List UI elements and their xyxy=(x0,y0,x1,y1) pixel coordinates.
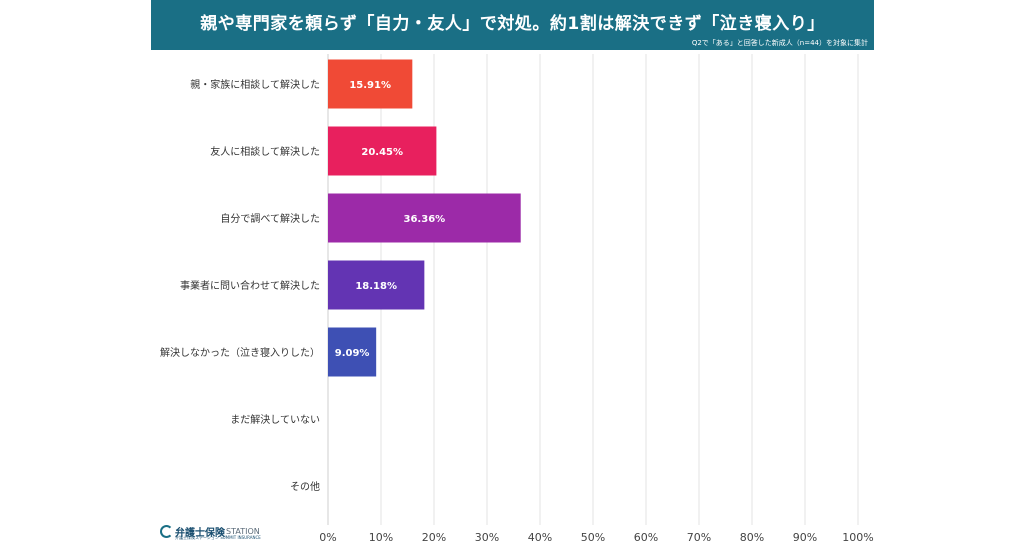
x-tick-label: 40% xyxy=(528,531,552,544)
category-label: まだ解決していない xyxy=(230,413,320,426)
x-tick-label: 50% xyxy=(581,531,605,544)
bar xyxy=(328,126,437,176)
x-tick-label: 80% xyxy=(740,531,764,544)
x-tick-label: 0% xyxy=(319,531,336,544)
x-tick-label: 30% xyxy=(475,531,499,544)
chart-title: 親や専門家を頼らず「自力・友人」で対処。約1割は解決できず「泣き寝入り」 xyxy=(200,14,825,34)
x-tick-label: 100% xyxy=(842,531,873,544)
bar xyxy=(328,260,425,310)
category-label: その他 xyxy=(290,480,320,493)
bar xyxy=(328,59,413,109)
category-label: 友人に相談して解決した xyxy=(210,145,320,158)
bar-value-label: 15.91% xyxy=(349,80,391,91)
category-label: 自分で調べて解決した xyxy=(220,212,320,225)
bar-value-label: 9.09% xyxy=(335,348,370,359)
category-label: 解決しなかった（泣き寝入りした） xyxy=(160,346,320,359)
logo-subtext: 弁護士保険ステーション SUMMIT INSURANCE xyxy=(175,535,261,540)
x-tick-label: 90% xyxy=(793,531,817,544)
bar xyxy=(328,327,377,377)
category-label: 事業者に問い合わせて解決した xyxy=(180,279,320,292)
sample-note: Q2で「ある」と回答した新成人（n=44）を対象に集計 xyxy=(691,39,868,47)
brand-logo: 弁護士保険 STATION 弁護士保険ステーション SUMMIT INSURAN… xyxy=(160,521,261,541)
logo-name: 弁護士保険 xyxy=(175,527,225,539)
category-label: 親・家族に相談して解決した xyxy=(190,78,320,91)
x-tick-label: 20% xyxy=(422,531,446,544)
logo-suffix: STATION xyxy=(226,526,260,536)
x-tick-label: 10% xyxy=(369,531,393,544)
bar-value-label: 18.18% xyxy=(355,281,397,292)
bar xyxy=(328,193,521,243)
bar-value-label: 36.36% xyxy=(404,214,446,225)
x-tick-label: 70% xyxy=(687,531,711,544)
title-banner: 親や専門家を頼らず「自力・友人」で対処。約1割は解決できず「泣き寝入り」 Q2で… xyxy=(151,0,874,50)
x-tick-label: 60% xyxy=(634,531,658,544)
logo-mark-icon xyxy=(160,524,173,538)
bar-value-label: 20.45% xyxy=(361,147,403,158)
